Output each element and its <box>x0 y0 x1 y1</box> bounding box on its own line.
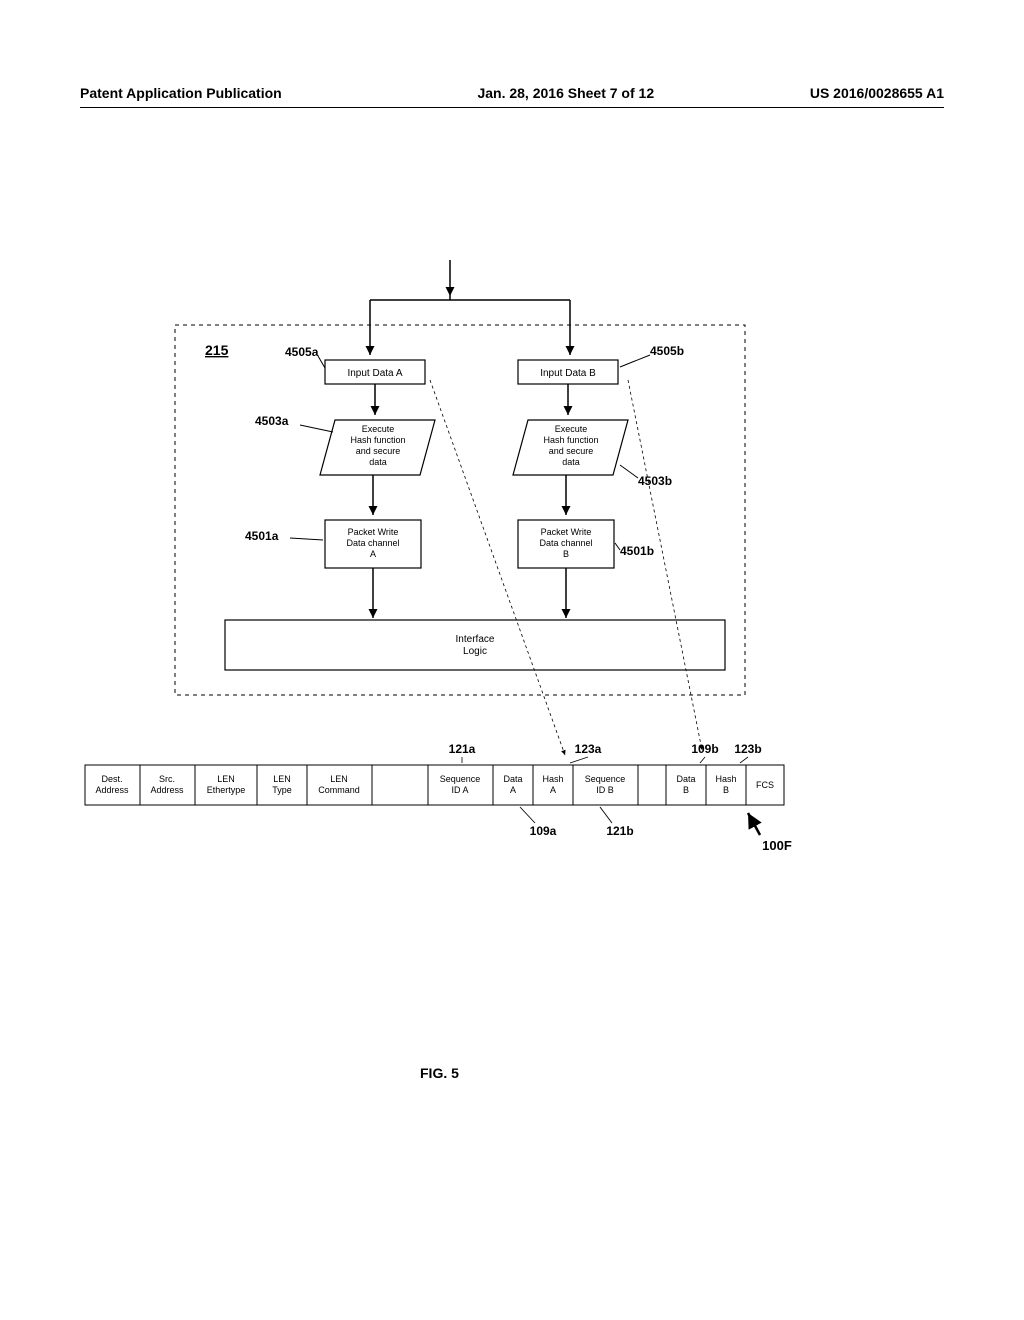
lbl-121a: 121a <box>449 742 476 756</box>
label-4505a: 4505a <box>285 345 319 359</box>
label-4505b: 4505b <box>650 344 684 358</box>
lbl-100F: 100F <box>762 838 792 853</box>
text-input-data-a: Input Data A <box>347 368 402 379</box>
lbl-123a: 123a <box>575 742 602 756</box>
label-4501b: 4501b <box>620 544 654 558</box>
label-4501a: 4501a <box>245 529 279 543</box>
packet-row: 121a 123a 109b 123b Dest.Address Src.Add… <box>80 735 950 855</box>
figure-caption: FIG. 5 <box>420 1065 459 1081</box>
text-input-data-b: Input Data B <box>540 368 596 379</box>
header-right-text: US 2016/0028655 A1 <box>810 85 944 107</box>
svg-text:FCS: FCS <box>756 780 774 790</box>
lbl-121b: 121b <box>606 824 633 838</box>
page: Patent Application Publication Jan. 28, … <box>0 0 1024 1320</box>
label-4503b: 4503b <box>638 474 672 488</box>
t-exec-a-3: and secure <box>356 446 401 456</box>
lbl-123b: 123b <box>734 742 761 756</box>
t-exec-a-1: Execute <box>362 424 395 434</box>
header-mid-text: Jan. 28, 2016 Sheet 7 of 12 <box>477 85 654 107</box>
label-4503a: 4503a <box>255 414 289 428</box>
box-interface-logic <box>225 620 725 670</box>
page-header: Patent Application Publication Jan. 28, … <box>80 85 944 108</box>
svg-text:LENType: LENType <box>272 774 292 795</box>
lbl-109a: 109a <box>530 824 557 838</box>
t-exec-a-4: data <box>369 457 387 467</box>
t-exec-a-2: Hash function <box>350 435 405 445</box>
packet-fields: Dest.Address Src.Address LENEthertype LE… <box>85 765 784 805</box>
header-left-text: Patent Application Publication <box>80 85 282 107</box>
lbl-109b: 109b <box>691 742 718 756</box>
label-215: 215 <box>205 342 229 358</box>
